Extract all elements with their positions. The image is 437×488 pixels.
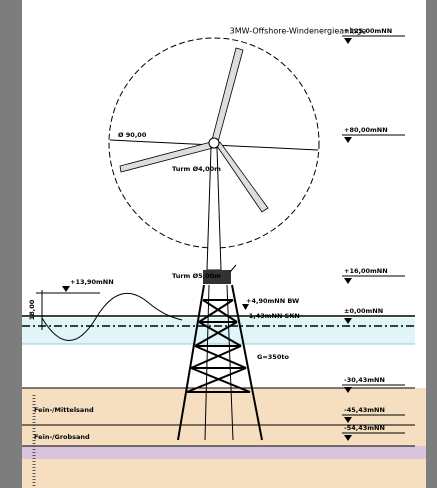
- rotor-diameter: Ø 90,00: [118, 131, 147, 139]
- tower-top-label: Turm Ø4,00m: [172, 165, 221, 173]
- tower-base-label: Turm Ø5,00m: [172, 272, 221, 280]
- wave-crest: +13,90mNN: [70, 278, 114, 286]
- soil-label: Fein-/Grobsand: [34, 433, 90, 441]
- level-label: -54,43mNN: [344, 424, 385, 432]
- weight: G=350to: [257, 353, 289, 361]
- water-skn: -1,43mNN SKN: [246, 312, 300, 320]
- level-label: +80,00mNN: [344, 126, 388, 134]
- level-label: +16,00mNN: [344, 267, 388, 275]
- clay-layer: [22, 446, 426, 459]
- level-label: -45,43mNN: [344, 406, 385, 414]
- level-label: -30,43mNN: [344, 376, 385, 384]
- soil-label: Fein-/Mittelsand: [34, 406, 94, 414]
- water-bw: +4,90mNN BW: [246, 297, 299, 305]
- wave-height: 18,00: [28, 299, 36, 320]
- drawing: 3MW-Offshore-Windenergieanlage Ø 90,00 T…: [0, 0, 437, 488]
- level-label: +125,00mNN: [344, 27, 392, 35]
- level-label: ±0,00mNN: [344, 307, 383, 315]
- hub: [209, 138, 219, 148]
